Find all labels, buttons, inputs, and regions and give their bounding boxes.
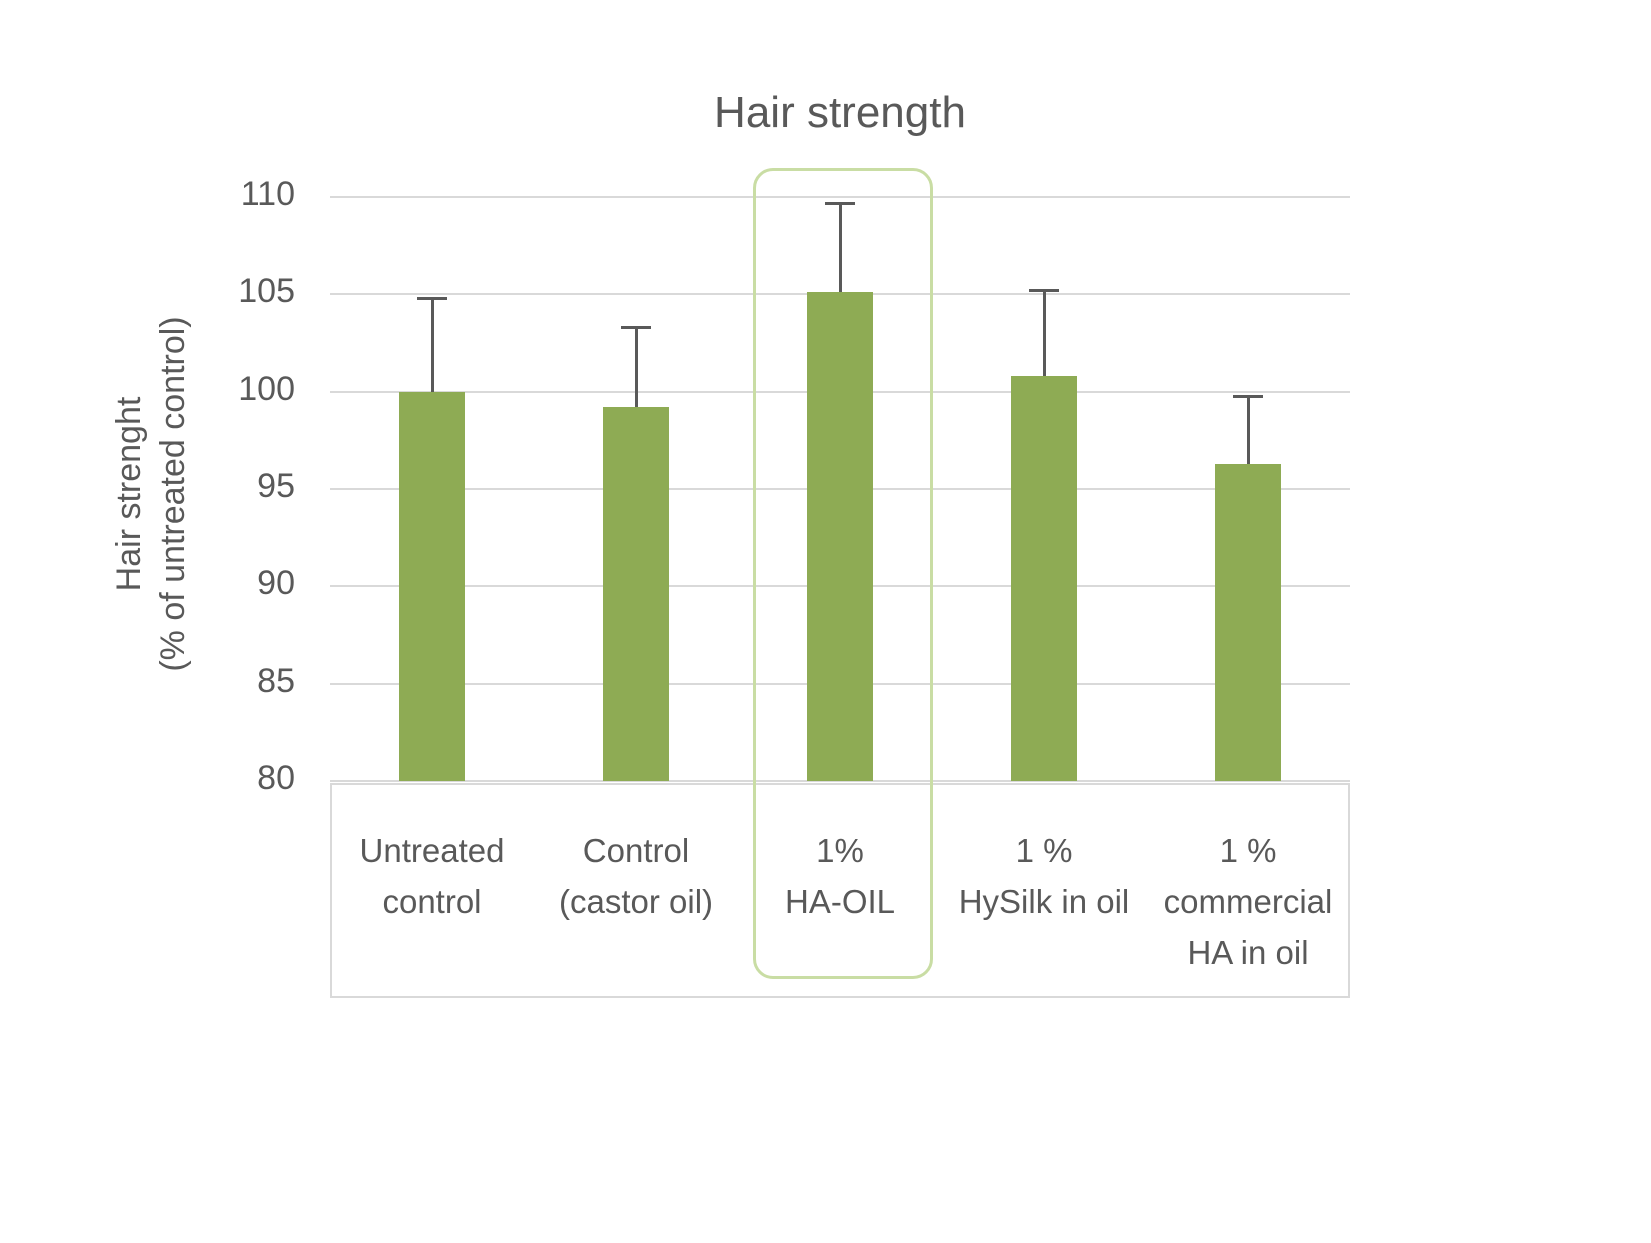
error-bar-line [838, 202, 842, 293]
y-tick-label: 80 [257, 759, 295, 797]
error-bar-line [430, 298, 434, 392]
error-bar-line [1042, 290, 1046, 377]
error-bar-cap [1233, 394, 1263, 398]
x-category-label: 1 % HySilk in oil [958, 832, 1130, 921]
y-axis-title: Hair strenght (% of untreated control) [107, 194, 203, 794]
bar [807, 292, 873, 781]
error-bar-line [1246, 395, 1250, 464]
y-tick-label: 95 [257, 467, 295, 505]
gridline [330, 780, 1350, 782]
error-bar-line [634, 327, 638, 408]
bar [1011, 376, 1077, 781]
error-bar-cap [1029, 289, 1059, 293]
error-bar-cap [417, 297, 447, 301]
y-tick-label: 90 [257, 564, 295, 603]
y-tick-label: 110 [240, 175, 295, 213]
chart-title: Hair strength [714, 88, 966, 137]
bar [399, 391, 465, 781]
bar [603, 407, 669, 781]
error-bar-cap [621, 326, 651, 330]
y-tick-label: 105 [238, 272, 295, 311]
highlight-box [753, 168, 933, 979]
x-category-label: 1% HA-OIL [784, 832, 896, 921]
gridline [330, 196, 1350, 198]
error-bar-cap [825, 201, 855, 205]
y-tick-label: 100 [238, 369, 295, 408]
y-axis-title-line1: Hair strenght [110, 396, 148, 592]
x-category-label: Control (castor oil) [558, 832, 714, 921]
y-axis-title-line2: (% of untreated control) [154, 316, 193, 672]
x-category-label: Untreated control [359, 832, 505, 921]
x-category-label: 1 % commercial HA in oil [1163, 832, 1333, 972]
x-axis-label-box [330, 783, 1350, 998]
y-tick-label: 85 [257, 661, 295, 700]
bar [1215, 463, 1281, 781]
plot-area [330, 196, 1350, 782]
